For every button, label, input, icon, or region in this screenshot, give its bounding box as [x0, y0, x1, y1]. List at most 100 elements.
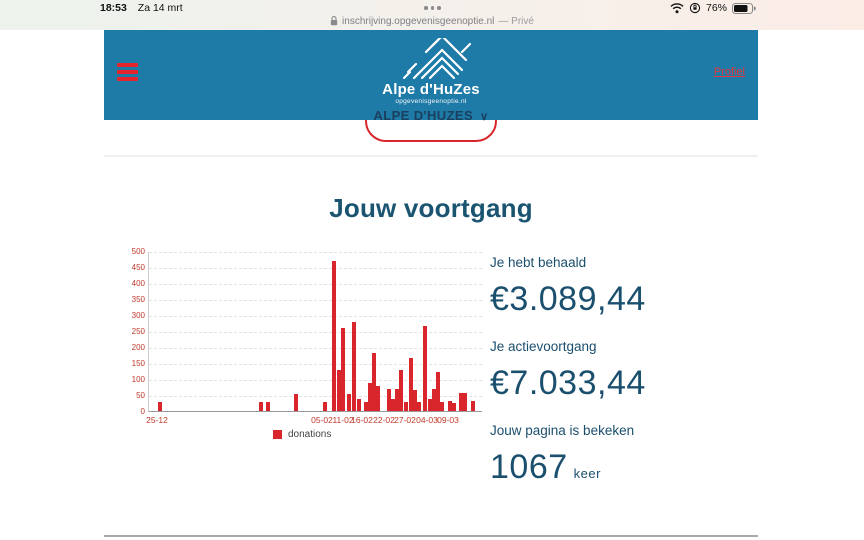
gridline	[149, 268, 482, 269]
chart-bar	[294, 393, 298, 411]
y-tick-label: 100	[131, 375, 145, 384]
gridline	[149, 284, 482, 285]
wifi-icon	[670, 2, 684, 14]
page-title: Jouw voortgang	[329, 193, 533, 223]
chart-bar	[448, 401, 452, 411]
y-tick-label: 250	[131, 327, 145, 336]
site-header: Alpe d'HuZes opgevenisgeenoptie.nl Profi…	[104, 30, 758, 120]
page-content: Alpe d'HuZes opgevenisgeenoptie.nl Profi…	[104, 30, 758, 540]
progress-stats: Je hebt behaald €3.089,44 Je actievoortg…	[490, 255, 730, 507]
chart-bar	[357, 398, 361, 411]
gridline	[149, 332, 482, 333]
status-date: Za 14 mrt	[137, 2, 183, 14]
multitask-dots-icon[interactable]	[424, 6, 441, 10]
chart-bar	[413, 389, 417, 411]
chart-bar	[432, 388, 436, 411]
stat-suffix: keer	[573, 466, 601, 481]
private-mode-label: — Privé	[498, 15, 534, 27]
chart-bar	[364, 402, 368, 411]
x-tick-label: 27-02	[394, 415, 416, 425]
stat-value-page-views: 1067 keer	[490, 448, 601, 486]
clock: 18:53	[100, 2, 127, 14]
team-selector-label[interactable]: ALPE D'HUZES ∨	[373, 108, 489, 123]
donations-chart: 0 50 100 150 200 250 300 350 400 450 500 25-12 05-0…	[125, 247, 495, 450]
chart-plot	[148, 252, 482, 412]
x-tick-label: 04-03	[416, 415, 438, 425]
logo-title: Alpe d'HuZes	[382, 81, 480, 98]
stat-label-page-views: Jouw pagina is bekeken	[490, 423, 635, 438]
chart-legend[interactable]: donations	[273, 429, 331, 440]
chart-bar	[266, 402, 270, 411]
chart-bar	[399, 369, 403, 411]
chart-bar	[259, 402, 263, 411]
chart-bar	[158, 402, 162, 411]
chart-bar	[341, 328, 345, 411]
x-tick-label: 11-02	[332, 415, 354, 425]
x-tick-label: 25-12	[146, 415, 168, 425]
chart-bar	[452, 402, 456, 411]
legend-label: donations	[288, 429, 332, 440]
url-domain: inschrijving.opgevenisgeenoptie.nl	[342, 15, 495, 27]
status-time-date: 18:53 Za 14 mrt	[100, 2, 183, 14]
chart-bar	[376, 386, 380, 411]
chart-bar	[387, 388, 391, 411]
legend-swatch	[273, 430, 282, 439]
gridline	[149, 396, 482, 397]
bottom-divider	[104, 535, 758, 537]
chart-bar	[332, 261, 336, 411]
battery-percent: 76%	[705, 2, 727, 14]
chart-bar	[459, 393, 463, 411]
x-tick-label: 22-02	[373, 415, 395, 425]
chart-bar	[337, 370, 341, 411]
url-bar[interactable]: inschrijving.opgevenisgeenoptie.nl — Pri…	[0, 13, 864, 29]
stat-value-action-progress: €7.033,44	[490, 364, 646, 402]
chart-y-axis: 0 50 100 150 200 250 300 350 400 450 500	[125, 247, 145, 420]
y-tick-label: 500	[131, 247, 145, 256]
battery-icon	[732, 2, 756, 14]
chart-bar	[417, 402, 421, 411]
chart-bar	[368, 383, 372, 411]
chart-bar	[391, 398, 395, 411]
chart-bar	[395, 388, 399, 411]
y-tick-label: 0	[140, 407, 145, 416]
divider	[104, 155, 758, 157]
y-tick-label: 300	[131, 311, 145, 320]
menu-icon[interactable]	[117, 63, 138, 84]
stat-label-action-progress: Je actievoortgang	[490, 339, 597, 354]
chart-bar	[404, 402, 408, 411]
chart-bar	[409, 358, 413, 411]
chart-bar	[463, 393, 467, 411]
chart-bar	[428, 398, 432, 411]
y-tick-label: 400	[131, 279, 145, 288]
orientation-lock-icon	[689, 2, 701, 14]
lock-icon	[330, 16, 338, 26]
mountain-logo-icon	[366, 38, 496, 80]
site-logo[interactable]: Alpe d'HuZes opgevenisgeenoptie.nl	[366, 38, 496, 105]
status-bar: 18:53 Za 14 mrt 76%	[0, 0, 864, 30]
x-tick-label: 05-02	[311, 415, 333, 425]
gridline	[149, 348, 482, 349]
chart-bar	[347, 393, 351, 411]
y-tick-label: 50	[136, 391, 145, 400]
chart-bar	[372, 353, 376, 411]
y-tick-label: 150	[131, 359, 145, 368]
chart-bar	[352, 322, 356, 411]
chart-bar	[440, 402, 444, 411]
profile-link[interactable]: Profiel	[713, 66, 745, 78]
chart-bar	[471, 401, 475, 411]
gridline	[149, 316, 482, 317]
y-tick-label: 450	[131, 263, 145, 272]
gridline	[149, 252, 482, 253]
stat-label-raised: Je hebt behaald	[490, 255, 587, 270]
chevron-down-icon: ∨	[480, 111, 489, 123]
gridline	[149, 300, 482, 301]
chart-x-axis: 25-12 05-02 11-02 16-02 22-02 27-02 04-03 09-03	[146, 415, 482, 427]
gridline	[149, 380, 482, 381]
y-tick-label: 350	[131, 295, 145, 304]
chart-bar	[423, 326, 427, 411]
chart-bar	[436, 371, 440, 411]
x-tick-label: 09-03	[437, 415, 459, 425]
chart-bar	[323, 402, 327, 411]
y-tick-label: 200	[131, 343, 145, 352]
logo-subtitle: opgevenisgeenoptie.nl	[395, 98, 467, 105]
